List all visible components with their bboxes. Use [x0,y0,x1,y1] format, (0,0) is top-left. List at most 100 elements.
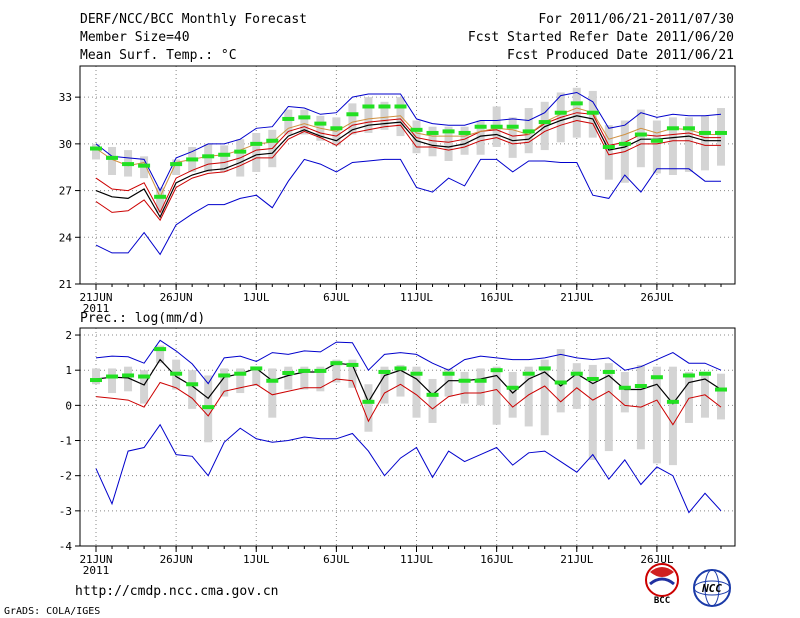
ensemble-box [588,364,597,460]
median-marker [602,144,615,149]
median-marker [298,115,311,120]
ensemble-box [444,126,453,161]
median-marker [394,104,407,109]
median-marker [506,124,519,129]
median-marker [410,371,423,376]
ensemble-box [428,378,437,423]
ensemble-box [700,115,709,171]
y-tick-label: 1 [65,364,72,377]
quantile-line [95,112,721,214]
fcst-started-label: Fcst Started Refer Date 2011/06/20 [468,30,734,45]
ensemble-box [284,366,293,390]
plot-frame [79,65,736,285]
ensemble-box [620,371,629,413]
median-marker [122,162,135,167]
median-marker [490,368,503,373]
ensemble-mean-line [95,115,721,219]
median-marker [202,405,215,410]
max-line [95,339,722,385]
svg-text:BCC: BCC [654,596,670,606]
median-marker [314,121,327,126]
median-marker [634,384,647,389]
median-marker [378,104,391,109]
median-marker [298,368,311,373]
median-marker [394,366,407,371]
median-marker [666,126,679,131]
median-marker [186,382,199,387]
y-tick-label: 24 [59,231,73,244]
median-marker [586,110,599,115]
ensemble-box [252,132,261,172]
median-marker [554,380,567,385]
y-tick-label: -2 [59,470,72,483]
median-marker [650,138,663,143]
median-marker [346,112,359,117]
median-marker [250,366,263,371]
ensemble-box [364,97,373,133]
x-tick-label: 6JUL [323,553,350,566]
x-tick-label: 21JUN [79,553,112,566]
median-marker [698,371,711,376]
plot-frame [79,327,736,547]
ensemble-box [236,368,245,394]
ensemble-box [460,126,469,155]
median-marker [426,392,439,397]
median-marker [266,138,279,143]
median-marker [346,362,359,367]
x-tick-label: 16JUL [480,291,513,304]
ensemble-box [700,373,709,418]
median-marker [202,154,215,159]
median-marker [474,378,487,383]
median-marker [698,130,711,135]
ensemble-box [348,359,357,388]
svg-text:NCC: NCC [701,582,722,595]
ncc-logo: NCC [693,569,731,607]
upper-quantile-line [95,107,721,198]
ensemble-box [508,371,517,418]
median-marker [154,347,167,352]
ensemble-box [636,109,645,168]
ensemble-box [92,143,100,160]
ensemble-box [156,187,165,213]
x-tick-label: 1JUL [243,553,270,566]
median-marker [715,130,727,135]
median-marker [474,124,487,129]
y-tick-label: -1 [59,435,72,448]
ensemble-box [540,359,549,436]
median-marker [282,116,295,121]
median-marker [330,126,343,131]
x-tick-label: 21JUL [560,291,593,304]
x-tick-label: 1JUL [243,291,270,304]
ensemble-box [172,159,181,175]
median-marker [106,155,119,160]
median-marker [650,375,663,380]
median-marker [234,371,247,376]
ensemble-box [220,368,229,397]
ensemble-box [396,97,405,137]
y-tick-label: 21 [59,278,72,291]
median-marker [170,371,183,376]
ensemble-box [108,368,117,394]
median-marker [90,146,102,151]
median-marker [618,385,631,390]
ensemble-box [572,363,581,409]
median-marker [570,371,583,376]
ensemble-box [444,368,453,397]
median-marker [618,141,631,146]
median-marker [602,369,615,374]
median-marker [154,194,167,199]
y-tick-label: 27 [59,185,72,198]
x-tick-label: 26JUL [640,291,673,304]
ensemble-box [380,366,389,404]
ensemble-box [108,146,117,175]
x-year-label: 2011 [83,302,110,315]
median-marker [715,387,727,392]
median-marker [250,141,263,146]
x-tick-label: 21JUL [560,553,593,566]
ensemble-box [604,125,613,180]
ensemble-box [428,126,437,157]
median-marker [362,399,375,404]
median-marker [538,120,551,125]
median-marker [122,373,135,378]
